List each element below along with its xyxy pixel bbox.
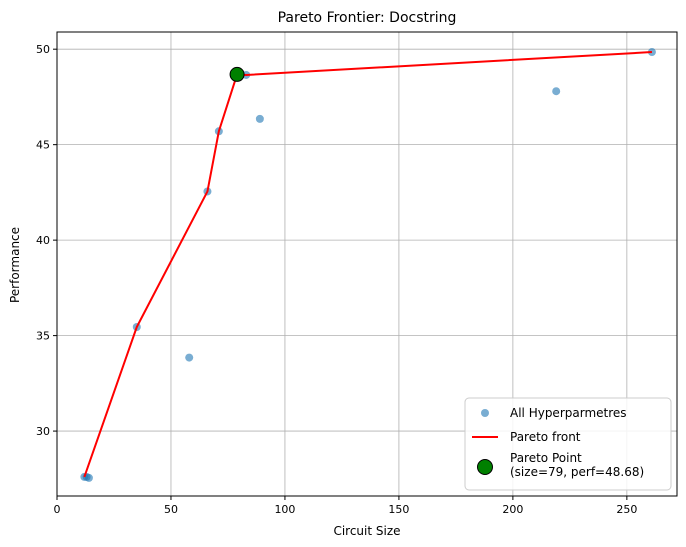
x-tick-label: 150: [388, 503, 409, 516]
x-tick-label: 50: [164, 503, 178, 516]
legend-label-all-hyperparameters: All Hyperparmetres: [510, 406, 627, 420]
x-tick-label: 100: [274, 503, 295, 516]
pareto-front-line: [83, 51, 652, 478]
grid-lines: [56, 32, 677, 496]
x-axis-label: Circuit Size: [333, 524, 400, 538]
chart-title: Pareto Frontier: Docstring: [278, 10, 457, 26]
y-tick-label: 50: [36, 43, 50, 56]
plot-frame: [56, 31, 678, 497]
plot-marks: [80, 48, 656, 482]
hyperparameter-point: [552, 87, 561, 96]
hyperparameter-point: [84, 473, 93, 482]
y-tick-label: 45: [36, 139, 50, 152]
y-axis-label: Performance: [8, 227, 22, 303]
legend-label-pareto-front: Pareto front: [510, 430, 581, 444]
axis-ticks: 0 50 100 150 200 250 30 35 40 45 50: [36, 43, 637, 516]
hyperparameter-point: [185, 353, 194, 362]
x-tick-label: 200: [502, 503, 523, 516]
x-tick-label: 0: [54, 503, 61, 516]
legend-marker-all-hyperparameters: [481, 409, 489, 417]
y-tick-label: 35: [36, 330, 50, 343]
hyperparameter-point: [255, 114, 264, 123]
x-tick-label: 250: [616, 503, 637, 516]
legend-box: [464, 397, 672, 491]
y-tick-label: 30: [36, 425, 50, 438]
legend-marker-pareto-point: [477, 459, 493, 475]
legend: All Hyperparmetres Pareto front Pareto P…: [464, 397, 672, 491]
pareto-point-marker: [229, 66, 245, 82]
legend-label-pareto-point: Pareto Point (size=79, perf=48.68): [510, 451, 644, 479]
y-tick-label: 40: [36, 234, 50, 247]
